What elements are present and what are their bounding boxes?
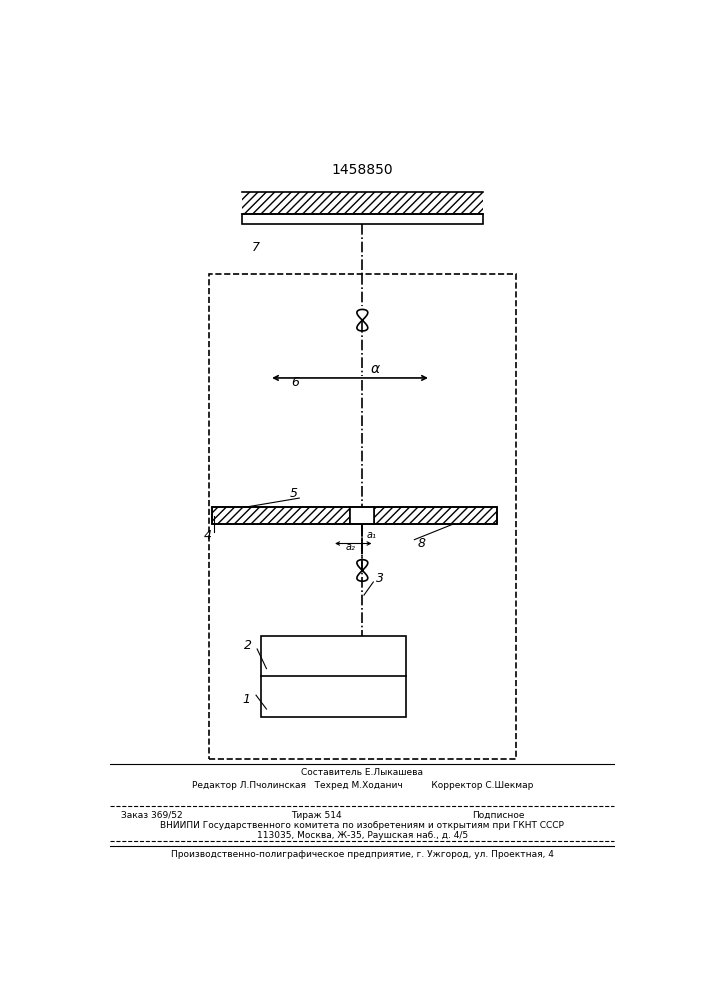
- Text: Подписное: Подписное: [472, 811, 525, 820]
- Text: 8: 8: [417, 537, 425, 550]
- Text: ВНИИПИ Государственного комитета по изобретениям и открытиям при ГКНТ СССР: ВНИИПИ Государственного комитета по изоб…: [160, 821, 564, 830]
- Bar: [209, 274, 516, 759]
- Text: a₁: a₁: [367, 530, 377, 540]
- Text: 5: 5: [290, 487, 298, 500]
- Text: Составитель Е.Лыкашева: Составитель Е.Лыкашева: [301, 768, 423, 777]
- Text: a₂: a₂: [345, 542, 355, 552]
- Text: Заказ 369/52: Заказ 369/52: [122, 811, 183, 820]
- Bar: [211, 507, 496, 524]
- Bar: [242, 192, 483, 214]
- Text: Тираж 514: Тираж 514: [291, 811, 341, 820]
- Bar: [375, 507, 496, 524]
- Text: 7: 7: [252, 241, 259, 254]
- Text: 113035, Москва, Ж-35, Раушская наб., д. 4/5: 113035, Москва, Ж-35, Раушская наб., д. …: [257, 831, 468, 840]
- Text: 1: 1: [243, 693, 250, 706]
- Text: Производственно-полиграфическое предприятие, г. Ужгород, ул. Проектная, 4: Производственно-полиграфическое предприя…: [171, 850, 554, 859]
- Text: Редактор Л.Пчолинская   Техред М.Ходанич          Корректор С.Шекмар: Редактор Л.Пчолинская Техред М.Ходанич К…: [192, 781, 533, 790]
- Text: α: α: [370, 362, 380, 376]
- Text: 2: 2: [244, 639, 252, 652]
- Bar: [261, 636, 407, 717]
- Bar: [242, 214, 483, 224]
- Bar: [350, 507, 375, 524]
- Text: 1458850: 1458850: [332, 163, 393, 177]
- Bar: [211, 507, 350, 524]
- Text: 6: 6: [291, 376, 299, 389]
- Text: 3: 3: [376, 572, 384, 585]
- Text: 4: 4: [204, 529, 212, 542]
